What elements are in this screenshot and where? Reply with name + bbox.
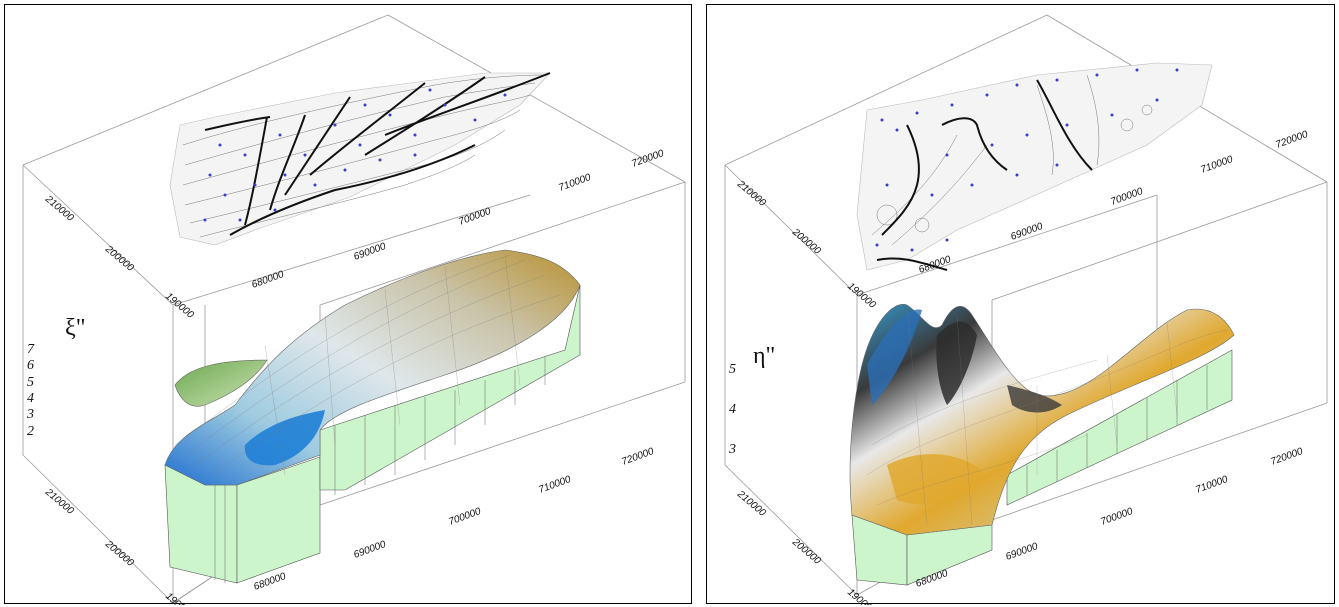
eta-panel: η" 5 4 3 680000 690000 700000 710000 720… bbox=[706, 4, 1335, 605]
contour-station-labels bbox=[875, 68, 1179, 252]
x-tick: 680000 bbox=[917, 254, 953, 276]
y-tick: 190000 bbox=[163, 591, 196, 605]
y-tick: 200000 bbox=[102, 243, 136, 274]
y-tick: 200000 bbox=[102, 538, 136, 569]
y-tick: 200000 bbox=[789, 226, 823, 257]
x-tick: 680000 bbox=[250, 269, 286, 291]
z-tick: 6 bbox=[27, 358, 34, 373]
y-tick: 190000 bbox=[845, 281, 878, 311]
x-tick: 690000 bbox=[352, 539, 388, 561]
x-tick: 700000 bbox=[1109, 186, 1145, 208]
x-tick: 700000 bbox=[457, 206, 493, 228]
top-y-ticks: 190000 200000 210000 bbox=[734, 178, 878, 311]
y-tick: 190000 bbox=[845, 587, 878, 605]
xi-contour-map bbox=[169, 72, 551, 246]
z-tick: 4 bbox=[729, 402, 736, 417]
x-tick: 690000 bbox=[1004, 541, 1040, 563]
x-tick: 720000 bbox=[630, 148, 666, 170]
x-tick: 700000 bbox=[447, 506, 483, 528]
z-tick: 4 bbox=[27, 391, 34, 406]
xi-panel: ξ" 7 6 5 4 3 2 680000 690000 700000 7100… bbox=[4, 4, 692, 605]
x-tick: 710000 bbox=[537, 474, 573, 496]
x-tick: 710000 bbox=[557, 172, 593, 194]
y-tick: 200000 bbox=[789, 536, 823, 567]
z-tick: 5 bbox=[27, 375, 34, 390]
x-tick: 720000 bbox=[1274, 129, 1310, 151]
z-tick: 3 bbox=[728, 442, 736, 457]
z-tick: 5 bbox=[729, 362, 736, 377]
eta-contour-map bbox=[856, 62, 1213, 271]
xi-surface-walls bbox=[164, 284, 581, 584]
x-tick: 700000 bbox=[1099, 506, 1135, 528]
top-y-ticks: 190000 200000 210000 bbox=[42, 193, 196, 321]
z-axis-ticks: 5 4 3 bbox=[728, 362, 736, 457]
xi-3d-plot: ξ" 7 6 5 4 3 2 680000 690000 700000 7100… bbox=[22, 14, 686, 605]
y-tick: 210000 bbox=[734, 178, 768, 209]
x-tick: 690000 bbox=[1009, 221, 1045, 243]
z-axis-label: ξ" bbox=[65, 315, 86, 341]
z-tick: 2 bbox=[27, 424, 34, 439]
z-axis-ticks: 7 6 5 4 3 2 bbox=[26, 342, 35, 439]
eta-surface bbox=[849, 304, 1235, 536]
xi-surface bbox=[164, 249, 581, 486]
x-tick: 720000 bbox=[620, 446, 656, 468]
x-tick: 710000 bbox=[1199, 154, 1235, 176]
y-tick: 190000 bbox=[163, 291, 196, 321]
eta-surface-walls bbox=[851, 349, 1233, 586]
y-tick: 210000 bbox=[734, 488, 768, 519]
contour-station-labels bbox=[203, 88, 507, 222]
x-tick: 720000 bbox=[1269, 446, 1305, 468]
z-axis-label: η" bbox=[753, 343, 775, 369]
z-tick: 3 bbox=[26, 407, 34, 422]
x-tick: 710000 bbox=[1194, 474, 1230, 496]
eta-3d-plot: η" 5 4 3 680000 690000 700000 710000 720… bbox=[724, 14, 1328, 605]
y-tick: 210000 bbox=[42, 193, 76, 224]
z-tick: 7 bbox=[27, 342, 35, 357]
